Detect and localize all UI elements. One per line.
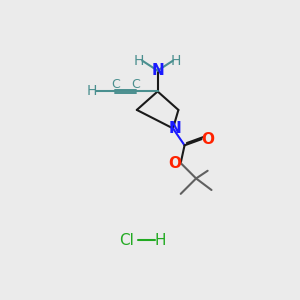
Text: C: C xyxy=(132,78,140,91)
Text: C: C xyxy=(111,78,120,91)
Text: H: H xyxy=(134,54,144,68)
Text: O: O xyxy=(168,155,181,170)
Text: N: N xyxy=(151,63,164,78)
Text: O: O xyxy=(201,132,214,147)
Text: Cl: Cl xyxy=(119,232,134,247)
Text: N: N xyxy=(168,121,181,136)
Text: H: H xyxy=(154,232,166,247)
Text: H: H xyxy=(86,84,97,98)
Text: H: H xyxy=(171,54,181,68)
